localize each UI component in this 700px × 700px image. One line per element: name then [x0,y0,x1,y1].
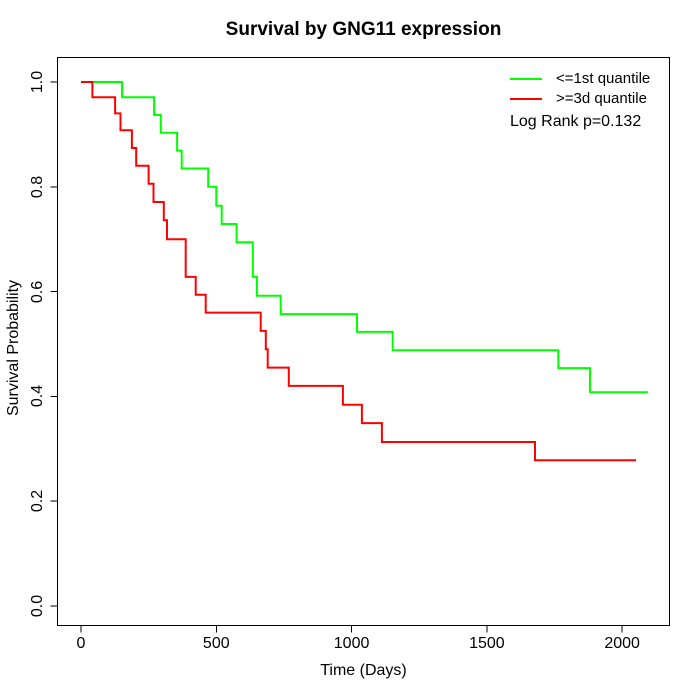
x-axis-label: Time (Days) [320,662,407,679]
x-tick-label-1500: 1500 [469,635,505,652]
x-tick-label-0: 0 [76,635,86,652]
y-tick-label-1.0: 1.0 [29,70,46,94]
log-rank-annotation: Log Rank p=0.132 [510,113,642,130]
x-tick-label-2000: 2000 [604,635,640,652]
legend-line-red-icon [510,98,542,100]
y-tick-label-0.2: 0.2 [29,490,46,513]
x-tick-label-1000: 1000 [333,635,370,652]
legend-label-3d-quantile: >=3d quantile [556,90,647,107]
chart-title: Survival by GNG11 expression [225,19,502,40]
legend-item-1st-quantile: <=1st quantile [510,69,650,89]
x-tick-label-500: 500 [202,635,230,652]
survival-curve-1st-quantile [81,81,648,394]
plot-box [57,57,670,626]
legend-label-1st-quantile: <=1st quantile [556,70,651,87]
y-tick-label-0.0: 0.0 [29,594,46,618]
y-tick-label-0.8: 0.8 [29,175,46,198]
legend-line-green-icon [510,78,542,80]
legend: <=1st quantile >=3d quantile Log Rank p=… [510,69,650,132]
legend-item-3d-quantile: >=3d quantile [510,89,650,109]
y-tick-label-0.4: 0.4 [29,385,46,408]
y-axis-label: Survival Probability [5,279,22,417]
survival-curve-3d-quantile [81,81,636,462]
y-tick-label-0.6: 0.6 [29,280,46,303]
